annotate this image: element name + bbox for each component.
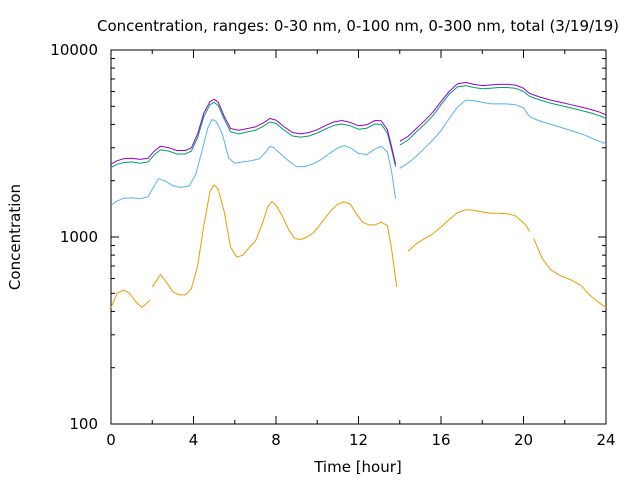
series-line [110, 289, 151, 308]
chart-title: Concentration, ranges: 0-30 nm, 0-100 nm… [97, 17, 619, 35]
plot-frame [110, 49, 607, 425]
x-tick-label: 24 [596, 431, 615, 449]
y-tick-label: 10000 [50, 41, 98, 59]
x-tick-label: 12 [349, 431, 368, 449]
series-line [533, 238, 607, 308]
y-tick-label: 100 [69, 415, 98, 433]
x-tick-label: 4 [189, 431, 199, 449]
y-tick-label: 1000 [60, 228, 98, 246]
x-tick-label: 20 [514, 431, 533, 449]
series-2 [110, 99, 607, 206]
series-line [399, 99, 607, 169]
x-tick-label: 8 [271, 431, 281, 449]
series-3 [110, 85, 607, 169]
x-axis-label: Time [hour] [313, 458, 402, 476]
y-axis-label: Concentration [6, 184, 24, 290]
series-line [407, 209, 531, 252]
series-line [151, 184, 398, 296]
series-layer [110, 82, 607, 308]
x-axis: 0 4 8 12 16 20 24 [106, 50, 616, 449]
series-line [110, 101, 397, 169]
series-4 [110, 82, 607, 165]
x-tick-label: 0 [106, 431, 116, 449]
series-line [399, 82, 607, 142]
series-1 [110, 184, 607, 308]
y-axis: 100 1000 10000 [50, 41, 606, 433]
series-line [399, 85, 607, 146]
x-tick-label: 16 [431, 431, 450, 449]
series-line [110, 98, 397, 165]
series-line [110, 119, 397, 206]
